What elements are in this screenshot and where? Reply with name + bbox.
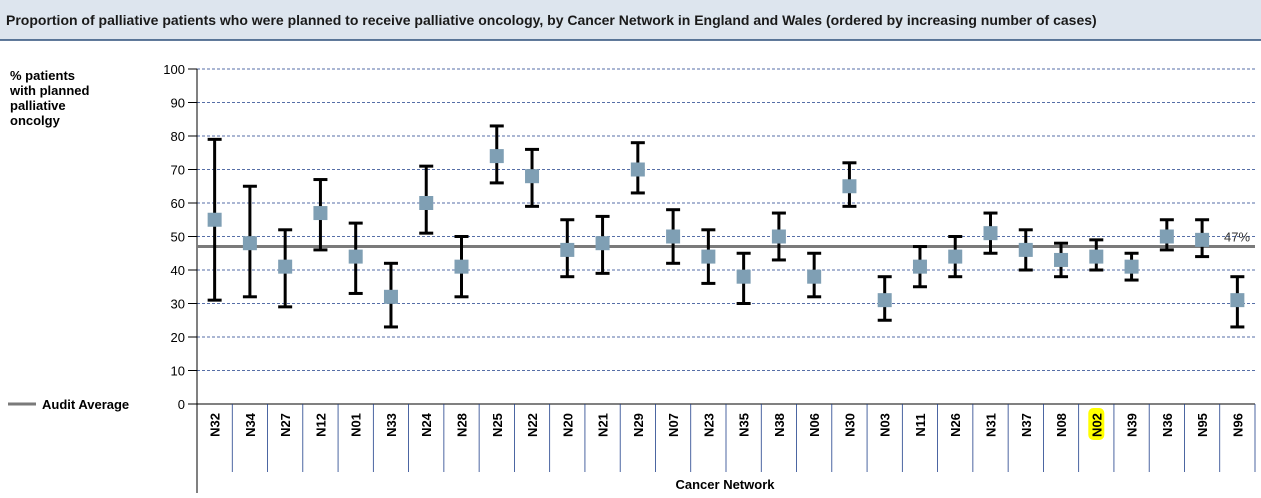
y-axis-label: oncolgy <box>10 113 61 128</box>
x-tick-label: N96 <box>1230 413 1245 437</box>
x-tick-label: N34 <box>243 412 258 437</box>
point-marker <box>419 196 434 210</box>
point-marker <box>807 269 822 284</box>
highlight <box>1088 408 1105 440</box>
point-marker <box>701 249 716 264</box>
title-band <box>0 0 1261 40</box>
y-axis-label: % patients <box>10 68 75 83</box>
point-marker <box>1018 242 1033 257</box>
x-tick-label: N33 <box>384 413 399 437</box>
x-tick-label: N02 <box>1089 413 1104 437</box>
x-tick-label: N03 <box>878 413 893 437</box>
y-tick-label: 100 <box>163 62 185 77</box>
x-tick-label: N38 <box>772 413 787 437</box>
point-marker <box>842 179 857 194</box>
y-tick-label: 40 <box>171 263 185 278</box>
y-tick-label: 20 <box>171 330 185 345</box>
point-marker <box>595 236 610 251</box>
x-tick-label: N22 <box>525 413 540 437</box>
x-tick-label: N12 <box>313 413 328 437</box>
point-marker <box>771 229 786 244</box>
point-marker <box>348 249 363 264</box>
point-marker <box>525 169 540 184</box>
point-marker <box>1089 249 1104 264</box>
point-marker <box>1124 259 1139 274</box>
x-tick-label: N32 <box>208 413 223 437</box>
point-marker <box>1195 232 1210 247</box>
x-axis-label: Cancer Network <box>676 477 776 492</box>
point-marker <box>983 226 998 241</box>
x-tick-label: N08 <box>1054 413 1069 437</box>
point-marker <box>489 149 504 164</box>
point-marker <box>383 289 398 304</box>
y-axis-label: palliative <box>10 98 66 113</box>
x-tick-label: N31 <box>984 413 999 437</box>
y-tick-label: 90 <box>171 96 185 111</box>
y-tick-label: 0 <box>178 397 185 412</box>
point-marker <box>454 259 469 274</box>
point-marker <box>1230 293 1245 308</box>
point-marker <box>912 259 927 274</box>
point-marker <box>560 242 575 257</box>
point-marker <box>207 212 222 227</box>
x-tick-label: N11 <box>913 413 928 436</box>
y-axis-label: with planned <box>9 83 90 98</box>
x-tick-label: N20 <box>560 413 575 437</box>
average-label: 47% <box>1224 230 1250 245</box>
x-tick-label: N29 <box>631 413 646 437</box>
x-tick-label: N35 <box>737 413 752 437</box>
point-marker <box>1159 229 1174 244</box>
y-tick-label: 80 <box>171 129 185 144</box>
x-tick-label: N36 <box>1160 413 1175 437</box>
chart-title: Proportion of palliative patients who we… <box>6 12 1097 28</box>
point-marker <box>736 269 751 284</box>
x-tick-label: N37 <box>1019 413 1034 437</box>
legend-label: Audit Average <box>42 397 129 412</box>
x-tick-label: N23 <box>701 413 716 437</box>
x-tick-label: N21 <box>596 413 611 437</box>
x-tick-label: N30 <box>842 413 857 437</box>
x-tick-label: N95 <box>1195 413 1210 437</box>
point-marker <box>242 236 257 251</box>
y-tick-label: 70 <box>171 163 185 178</box>
point-marker <box>630 162 645 177</box>
x-tick-label: N26 <box>948 413 963 437</box>
point-marker <box>877 293 892 308</box>
x-tick-label: N06 <box>807 413 822 437</box>
point-marker <box>948 249 963 264</box>
point-marker <box>278 259 293 274</box>
x-tick-label: N25 <box>490 413 505 437</box>
x-tick-label: N01 <box>349 413 364 437</box>
x-tick-label: N27 <box>278 413 293 437</box>
y-tick-label: 60 <box>171 196 185 211</box>
x-tick-label: N28 <box>455 413 470 437</box>
point-marker <box>666 229 681 244</box>
point-marker <box>313 206 328 221</box>
x-tick-label: N39 <box>1125 413 1140 437</box>
x-tick-label: N24 <box>419 412 434 437</box>
y-tick-label: 10 <box>171 364 185 379</box>
y-tick-label: 50 <box>171 230 185 245</box>
x-tick-label: N07 <box>666 413 681 437</box>
point-marker <box>1054 252 1069 267</box>
y-tick-label: 30 <box>171 297 185 312</box>
